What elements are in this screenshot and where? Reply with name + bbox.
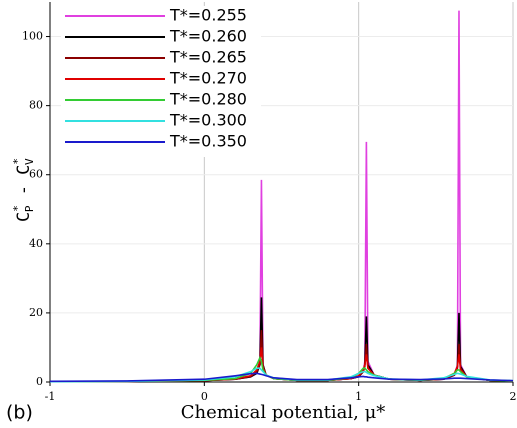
series-line	[49, 367, 514, 383]
y-tick-label: 0	[36, 375, 43, 388]
y-axis-label: C*P - C*V	[11, 158, 36, 222]
legend-label: T*=0.300	[169, 111, 247, 130]
legend-label: T*=0.350	[169, 132, 247, 151]
y-tick-label: 60	[29, 168, 43, 181]
legend-label: T*=0.260	[169, 27, 247, 46]
y-tick-label: 20	[29, 306, 43, 319]
legend-label: T*=0.270	[169, 69, 247, 88]
y-label-part: *	[11, 158, 24, 165]
y-label-part: - C	[14, 165, 34, 206]
x-tick-label: 0	[201, 390, 208, 403]
series-line	[49, 372, 514, 383]
series-line	[49, 297, 514, 383]
series-line	[49, 347, 514, 383]
x-axis-label: Chemical potential, μ*	[181, 402, 386, 423]
y-label-part: C	[14, 212, 34, 222]
legend-label: T*=0.265	[169, 48, 247, 67]
legend-label: T*=0.280	[169, 90, 247, 109]
y-label-part: V	[23, 158, 36, 165]
y-label-part: P	[23, 205, 36, 212]
x-tick-label: 2	[510, 390, 517, 403]
x-tick-label: 1	[355, 390, 362, 403]
annotation: (b)	[6, 402, 33, 424]
series-line	[49, 330, 514, 383]
y-label-part: *	[11, 205, 24, 212]
legend: T*=0.255 T*=0.260 T*=0.265 T*=0.270 T*=0.280…	[61, 6, 261, 157]
legend-label: T*=0.255	[169, 6, 247, 25]
series-line	[49, 355, 514, 383]
y-tick-label: 100	[22, 30, 43, 43]
y-tick-label: 80	[29, 99, 43, 112]
x-tick-label: -1	[45, 390, 56, 403]
y-tick-label: 40	[29, 237, 43, 250]
legend-box	[61, 6, 261, 157]
